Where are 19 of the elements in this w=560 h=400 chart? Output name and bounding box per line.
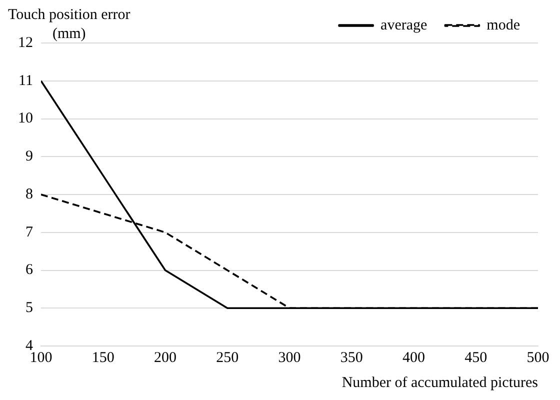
y-tick-label: 6 <box>26 262 34 278</box>
x-tick-label: 400 <box>402 350 425 366</box>
y-tick-label: 7 <box>26 224 34 240</box>
x-tick-label: 150 <box>92 350 114 366</box>
x-tick-label: 250 <box>216 350 239 366</box>
y-tick-label: 9 <box>26 148 33 165</box>
y-tick-label: 5 <box>26 300 33 316</box>
x-tick-label: 300 <box>278 350 301 366</box>
y-tick-label: 10 <box>18 110 33 127</box>
x-tick-label: 450 <box>464 350 488 366</box>
x-axis-title: Number of accumulated pictures <box>342 374 538 391</box>
x-tick-label: 200 <box>154 350 176 366</box>
y-tick-label: 12 <box>18 34 33 51</box>
x-tick-label: 500 <box>526 350 550 366</box>
legend-label: average <box>380 17 428 34</box>
y-tick-label: 11 <box>18 72 33 89</box>
y-tick-label: 8 <box>26 186 33 202</box>
x-tick-label: 350 <box>340 350 363 366</box>
legend-label: mode <box>486 17 520 34</box>
